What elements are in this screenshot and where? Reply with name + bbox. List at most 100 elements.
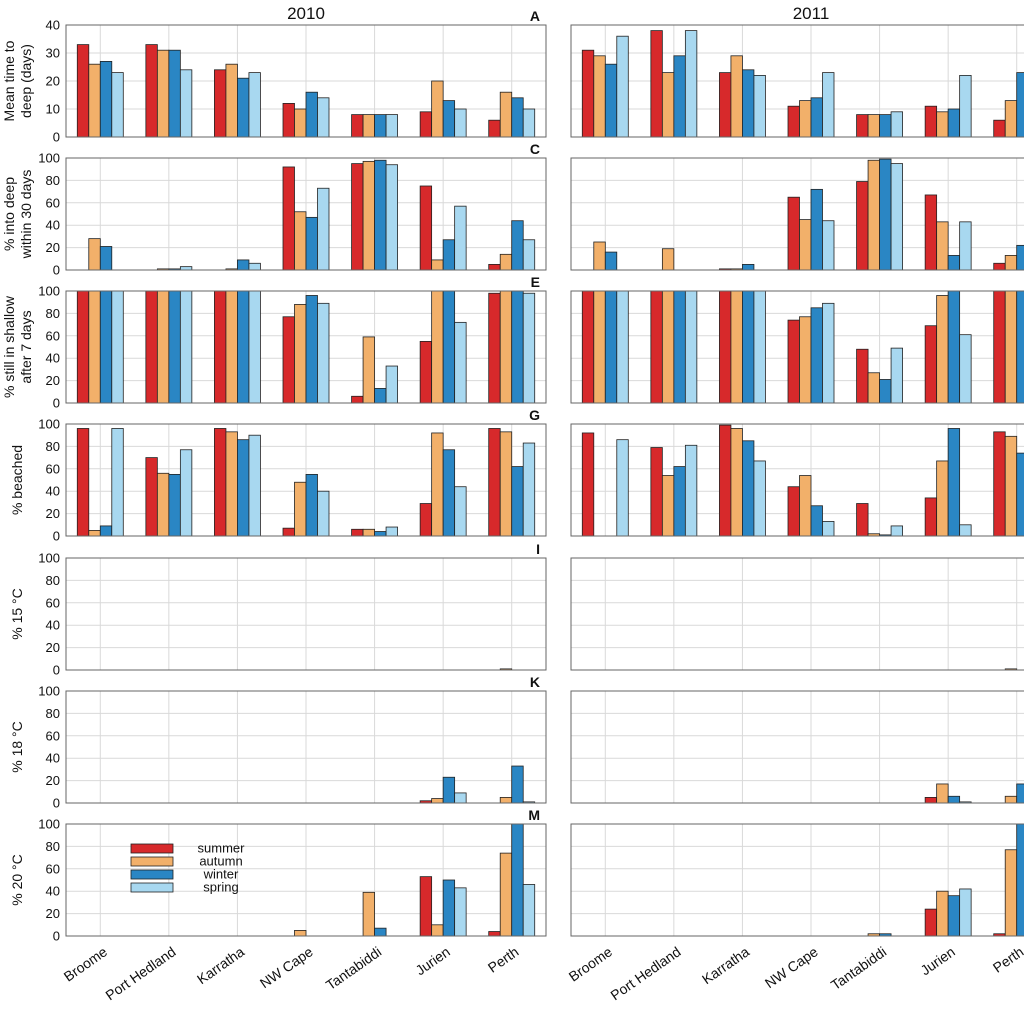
panel-letter-C: C bbox=[530, 141, 540, 157]
bar-B-karratha-spring bbox=[753, 75, 766, 138]
y-tick-label: 60 bbox=[46, 328, 60, 343]
bar-L-jurien-summer bbox=[924, 797, 938, 804]
bar-F-jurien-spring bbox=[959, 334, 972, 404]
bar-A-perth-winter bbox=[511, 97, 524, 138]
y-axis-label: Mean time to bbox=[1, 40, 17, 121]
bar-B-port-hedland-summer bbox=[650, 30, 663, 138]
bar-M-perth-autumn bbox=[499, 852, 513, 937]
bar-A-perth-summer bbox=[488, 119, 501, 138]
bar-M-perth-spring bbox=[522, 884, 536, 937]
y-tick-label: 0 bbox=[53, 529, 60, 544]
bar-H-perth-autumn bbox=[1004, 435, 1018, 537]
y-tick-label: 60 bbox=[46, 595, 60, 610]
x-tick-label: Tantabiddi bbox=[323, 943, 384, 993]
y-tick-label: 40 bbox=[46, 618, 60, 633]
bar-H-karratha-autumn bbox=[730, 428, 743, 537]
x-tick-label: Port Hedland bbox=[102, 943, 178, 1003]
bar-G-karratha-spring bbox=[248, 434, 261, 537]
bar-H-nw-cape-winter bbox=[810, 505, 823, 537]
bar-E-karratha-autumn bbox=[225, 290, 238, 404]
bar-D-perth-summer bbox=[993, 262, 1006, 271]
bar-E-perth-winter bbox=[511, 290, 524, 404]
bar-H-port-hedland-autumn bbox=[661, 475, 675, 537]
x-tick-label: Broome bbox=[566, 943, 616, 984]
bar-D-tantabiddi-winter bbox=[879, 158, 892, 271]
bar-A-tantabiddi-autumn bbox=[362, 114, 375, 138]
y-tick-label: 100 bbox=[38, 817, 60, 832]
bar-G-nw-cape-summer bbox=[282, 527, 295, 537]
y-tick-label: 30 bbox=[46, 46, 60, 61]
y-tick-label: 0 bbox=[53, 929, 60, 944]
plot-frame bbox=[570, 823, 1024, 937]
bar-M-tantabiddi-autumn bbox=[362, 891, 375, 937]
bar-D-nw-cape-summer bbox=[787, 196, 800, 271]
bar-N-jurien-spring bbox=[959, 888, 972, 937]
plot-frame bbox=[570, 290, 1024, 404]
bar-E-karratha-summer bbox=[214, 290, 227, 404]
bar-B-broome-summer bbox=[581, 49, 595, 138]
y-tick-label: 100 bbox=[38, 151, 60, 166]
bar-E-nw-cape-spring bbox=[317, 302, 330, 404]
bar-B-jurien-winter bbox=[947, 108, 961, 138]
plot-frame bbox=[65, 157, 547, 271]
bar-G-perth-autumn bbox=[499, 431, 513, 537]
y-axis-label: % 15 °C bbox=[9, 588, 25, 640]
bar-E-port-hedland-winter bbox=[168, 290, 181, 404]
legend-swatch-autumn bbox=[130, 856, 174, 867]
bar-E-tantabiddi-autumn bbox=[362, 336, 375, 404]
bar-M-perth-summer bbox=[488, 931, 501, 937]
bar-A-broome-winter bbox=[99, 61, 113, 138]
bar-D-tantabiddi-summer bbox=[856, 181, 869, 271]
bar-G-jurien-spring bbox=[454, 486, 467, 537]
bar-N-jurien-summer bbox=[924, 908, 938, 937]
y-tick-label: 0 bbox=[53, 130, 60, 145]
bar-D-jurien-summer bbox=[924, 194, 938, 271]
bar-E-broome-summer bbox=[76, 290, 90, 404]
y-tick-label: 100 bbox=[38, 684, 60, 699]
bar-C-perth-summer bbox=[488, 263, 501, 271]
y-axis-label: % 20 °C bbox=[9, 854, 25, 906]
bar-E-jurien-winter bbox=[442, 290, 456, 404]
bar-C-broome-autumn bbox=[88, 238, 101, 271]
plot-frame bbox=[570, 24, 1024, 138]
y-tick-label: 20 bbox=[46, 906, 60, 921]
bar-L-perth-winter bbox=[1016, 783, 1024, 804]
y-tick-label: 20 bbox=[46, 240, 60, 255]
bar-D-broome-autumn bbox=[593, 241, 606, 271]
bar-A-karratha-winter bbox=[237, 77, 250, 138]
bar-C-tantabiddi-winter bbox=[374, 159, 387, 271]
bar-D-broome-winter bbox=[604, 251, 618, 271]
bar-M-jurien-summer bbox=[419, 876, 433, 937]
bar-A-perth-autumn bbox=[499, 91, 513, 138]
bar-B-broome-winter bbox=[604, 63, 618, 138]
bar-L-perth-autumn bbox=[1004, 795, 1018, 804]
bar-N-perth-autumn bbox=[1004, 849, 1018, 937]
y-tick-label: 20 bbox=[46, 773, 60, 788]
bar-G-port-hedland-autumn bbox=[156, 472, 170, 537]
bar-A-port-hedland-spring bbox=[179, 69, 193, 138]
bar-E-port-hedland-autumn bbox=[156, 290, 170, 404]
bar-B-perth-summer bbox=[993, 119, 1006, 138]
bar-G-nw-cape-autumn bbox=[294, 481, 307, 537]
y-tick-label: 80 bbox=[46, 839, 60, 854]
bar-B-tantabiddi-autumn bbox=[867, 114, 880, 138]
bar-C-tantabiddi-autumn bbox=[362, 160, 375, 271]
bar-K-jurien-winter bbox=[442, 776, 456, 804]
bar-C-nw-cape-summer bbox=[282, 166, 295, 271]
bar-F-karratha-spring bbox=[753, 290, 766, 404]
bar-B-nw-cape-spring bbox=[822, 72, 835, 138]
y-tick-label: 80 bbox=[46, 439, 60, 454]
y-tick-label: 80 bbox=[46, 706, 60, 721]
bar-E-perth-autumn bbox=[499, 290, 513, 404]
bar-H-broome-spring bbox=[616, 439, 629, 537]
bar-G-karratha-winter bbox=[237, 439, 250, 537]
bar-K-jurien-autumn bbox=[431, 798, 444, 804]
bar-G-tantabiddi-winter bbox=[374, 531, 387, 537]
y-tick-label: 0 bbox=[53, 396, 60, 411]
legend-swatch-summer bbox=[130, 843, 174, 854]
bar-F-karratha-winter bbox=[742, 290, 755, 404]
legend-label-summer: summer bbox=[198, 841, 246, 856]
bar-B-port-hedland-spring bbox=[684, 30, 698, 138]
bar-G-nw-cape-winter bbox=[305, 473, 318, 537]
bar-C-nw-cape-spring bbox=[317, 187, 330, 271]
